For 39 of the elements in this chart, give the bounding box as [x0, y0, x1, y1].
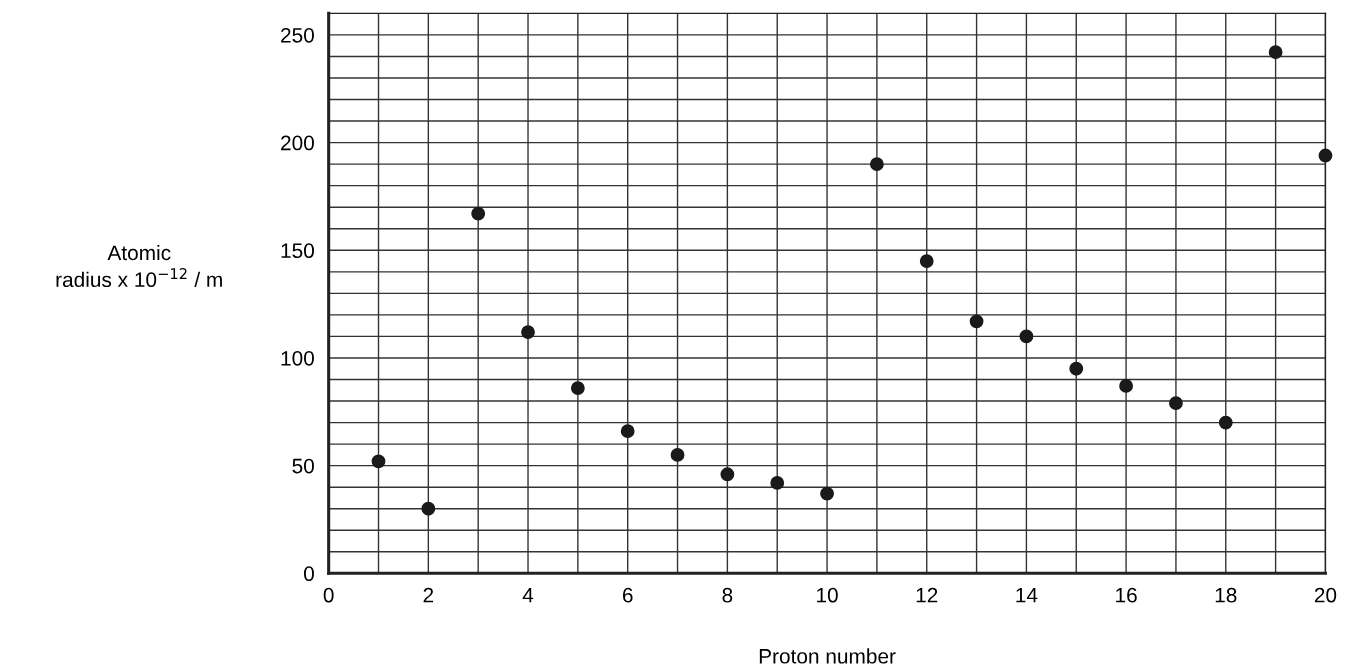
x-tick-label: 2 — [423, 587, 434, 603]
y-tick-label: 200 — [281, 135, 314, 151]
x-axis-title: Proton number — [759, 648, 896, 664]
y-tick-label: 250 — [281, 27, 314, 43]
point — [620, 424, 635, 439]
point — [670, 447, 685, 462]
point — [371, 454, 386, 469]
x-tick-label: 0 — [323, 587, 334, 603]
point — [1268, 45, 1283, 60]
y-axis-title: Atomic radius x 10$^{−12}$ / m — [56, 244, 222, 288]
x-tick-label: 14 — [1016, 587, 1038, 603]
x-tick-label: 8 — [722, 587, 733, 603]
point — [1169, 396, 1183, 411]
point — [1318, 148, 1333, 163]
point — [570, 381, 585, 396]
point — [521, 325, 535, 340]
x-tick-label: 20 — [1314, 587, 1337, 603]
y-tick-label: 100 — [281, 350, 314, 366]
point — [820, 486, 834, 501]
point — [1119, 379, 1133, 393]
point — [869, 157, 884, 172]
y-tick-label: 150 — [281, 243, 314, 259]
point — [919, 254, 934, 268]
point — [471, 206, 486, 221]
point — [720, 467, 735, 482]
point — [969, 314, 984, 329]
point — [1218, 415, 1233, 430]
y-tick-label: 50 — [292, 458, 314, 474]
x-tick-label: 4 — [522, 587, 534, 603]
x-tick-label: 18 — [1215, 587, 1237, 603]
x-tick-label: 16 — [1116, 587, 1137, 603]
point — [1069, 361, 1084, 376]
point — [770, 475, 785, 490]
x-tick-label: 10 — [817, 587, 838, 603]
y-tick-label: 0 — [304, 566, 314, 582]
point — [421, 501, 436, 516]
point — [1019, 329, 1034, 344]
x-tick-label: 12 — [916, 587, 938, 603]
x-tick-label: 6 — [622, 587, 633, 603]
